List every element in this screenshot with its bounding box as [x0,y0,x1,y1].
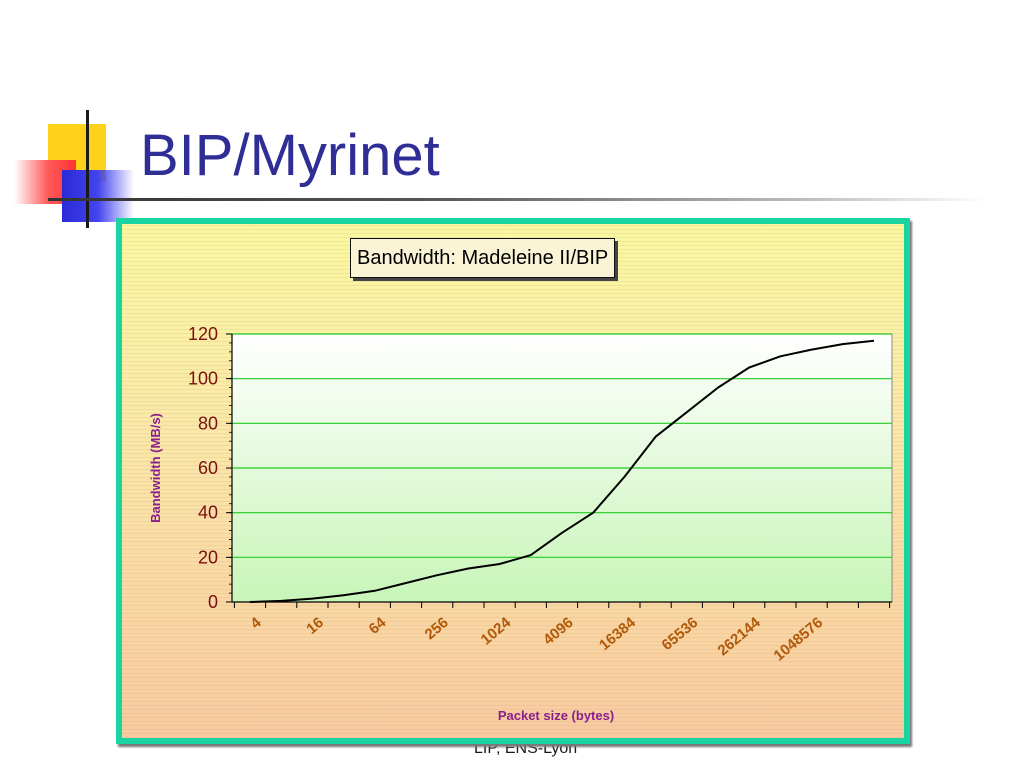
x-tick-label: 4096 [540,614,576,648]
chart-title: Bandwidth: Madeleine II/BIP [350,238,616,278]
x-tick-label: 4 [247,614,265,633]
y-axis-label: Bandwidth (MB/s) [148,413,163,523]
x-axis-label: Packet size (bytes) [498,708,614,723]
y-tick-label: 120 [188,324,218,344]
x-tick-label: 65536 [658,614,701,654]
y-tick-label: 100 [188,369,218,389]
y-tick-label: 80 [198,413,218,433]
logo-vertical-line [86,110,89,228]
chart-svg: 0 20 40 60 80 100 120 4 16 64 256 1024 4096 16384 6553… [148,324,893,723]
y-tick-label: 40 [198,503,218,523]
x-tick-label: 16384 [596,614,639,654]
series-line [249,339,875,603]
logo-blue-bar [62,170,134,222]
x-tick-label: 1048576 [771,614,827,665]
x-tick-label: 262144 [714,614,764,660]
title-underline [48,198,988,201]
x-tick-label: 16 [303,614,327,638]
x-tick-label: 1024 [478,614,515,649]
slide-footer: LIP, ENS-Lyon [474,740,578,757]
x-tick-label: 64 [366,614,390,638]
chart-frame: 0 20 40 60 80 100 120 4 16 64 256 1024 4096 16384 6553… [116,218,910,744]
y-tick-label: 0 [208,592,218,612]
y-tick-label: 20 [198,547,218,567]
slide-title: BIP/Myrinet [140,123,440,188]
x-tick-label: 256 [422,614,452,643]
y-tick-label: 60 [198,458,218,478]
